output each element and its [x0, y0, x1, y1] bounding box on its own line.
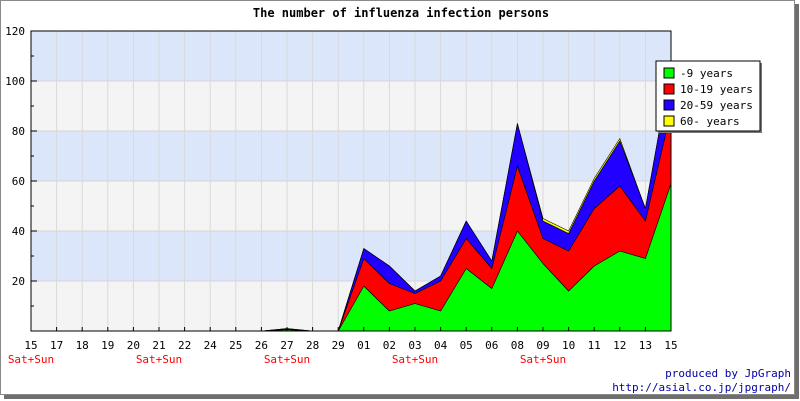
- y-tick-label: 80: [12, 125, 25, 138]
- legend-swatch: [663, 99, 675, 111]
- chart-title: The number of influenza infection person…: [253, 6, 549, 20]
- y-tick-label: 60: [12, 175, 25, 188]
- y-tick-label: 100: [5, 75, 25, 88]
- x-tick-label: 09: [536, 339, 549, 352]
- x-tick-label: 21: [152, 339, 165, 352]
- legend-label: 20-59 years: [680, 99, 753, 112]
- legend-swatch: [663, 67, 675, 79]
- x-tick-label: 22: [178, 339, 191, 352]
- x-tick-label: 13: [639, 339, 652, 352]
- x-tick-label: 19: [101, 339, 114, 352]
- grid-band: [31, 131, 671, 181]
- grid-band: [31, 31, 671, 81]
- weekend-label: Sat+Sun: [136, 353, 182, 366]
- x-tick-label: 03: [408, 339, 421, 352]
- x-tick-label: 05: [460, 339, 473, 352]
- credit-link[interactable]: http://asial.co.jp/jpgraph/: [612, 381, 791, 394]
- y-tick-label: 120: [5, 25, 25, 38]
- x-tick-label: 28: [306, 339, 319, 352]
- x-tick-label: 26: [255, 339, 268, 352]
- x-tick-label: 02: [383, 339, 396, 352]
- weekend-label: Sat+Sun: [8, 353, 54, 366]
- grid-band: [31, 81, 671, 131]
- weekend-label: Sat+Sun: [520, 353, 566, 366]
- x-tick-label: 15: [24, 339, 37, 352]
- legend-label: 10-19 years: [680, 83, 753, 96]
- legend-swatch: [663, 83, 675, 95]
- legend-swatch: [663, 115, 675, 127]
- weekend-label: Sat+Sun: [392, 353, 438, 366]
- y-tick-label: 40: [12, 225, 25, 238]
- x-tick-label: 04: [434, 339, 448, 352]
- x-tick-label: 12: [613, 339, 626, 352]
- legend-label: -9 years: [680, 67, 733, 80]
- x-tick-label: 15: [664, 339, 677, 352]
- weekend-label: Sat+Sun: [264, 353, 310, 366]
- x-tick-label: 10: [562, 339, 575, 352]
- x-tick-label: 18: [76, 339, 89, 352]
- x-tick-label: 06: [485, 339, 498, 352]
- x-tick-label: 20: [127, 339, 140, 352]
- x-tick-label: 17: [50, 339, 63, 352]
- chart-frame: 15 17 18 19 20 21 22 24 25 26 27 28 29 01 02 03 04 05 06 08…: [0, 0, 795, 395]
- y-tick-label: 20: [12, 275, 25, 288]
- x-tick-label: 01: [357, 339, 370, 352]
- legend-label: 60- years: [680, 115, 740, 128]
- legend: -9 years 10-19 years 20-59 years 60- years: [655, 60, 762, 133]
- x-tick-label: 25: [229, 339, 242, 352]
- credit-line-1: produced by JpGraph: [665, 367, 791, 380]
- x-tick-label: 08: [511, 339, 524, 352]
- x-tick-label: 24: [204, 339, 218, 352]
- grid-band: [31, 181, 671, 231]
- x-tick-label: 27: [280, 339, 293, 352]
- x-tick-label: 29: [332, 339, 345, 352]
- x-tick-label: 11: [588, 339, 601, 352]
